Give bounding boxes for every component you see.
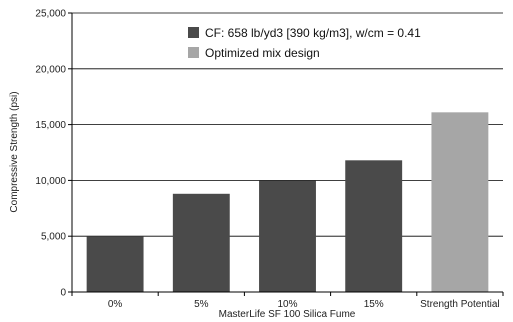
- legend: CF: 658 lb/yd3 [390 kg/m3], w/cm = 0.41 …: [188, 26, 421, 60]
- y-tick-label: 10,000: [35, 176, 66, 187]
- y-tick-label: 20,000: [35, 64, 66, 75]
- legend-label-cf: CF: 658 lb/yd3 [390 kg/m3], w/cm = 0.41: [205, 26, 421, 40]
- x-tick-label: Strength Potential: [420, 299, 500, 310]
- x-tick-label: 15%: [364, 299, 384, 310]
- bar: [172, 193, 230, 292]
- y-tick-labels: 0 5,000 10,000 15,000 20,000 25,000: [35, 9, 72, 299]
- legend-swatch-cf: [188, 27, 199, 38]
- bar: [259, 180, 316, 292]
- y-tick-label: 0: [60, 288, 66, 299]
- x-tick-label: 5%: [194, 299, 209, 310]
- y-tick-label: 5,000: [41, 232, 66, 243]
- x-tick-label: 10%: [277, 299, 297, 310]
- bar: [345, 160, 403, 292]
- legend-label-optimized: Optimized mix design: [205, 46, 320, 60]
- x-axis-title: MasterLife SF 100 Silica Fume: [219, 309, 356, 320]
- axes: [71, 13, 503, 293]
- gridlines: [72, 12, 503, 237]
- x-tick-label: 0%: [108, 299, 123, 310]
- x-tick-labels: 0% 5% 10% 15% Strength Potential: [71, 292, 504, 310]
- bars: [86, 112, 489, 292]
- y-tick-label: 25,000: [35, 9, 66, 20]
- y-axis-title: Compressive Strength (psi): [9, 91, 20, 212]
- bar: [431, 112, 489, 292]
- legend-swatch-optimized: [188, 47, 199, 58]
- y-tick-label: 15,000: [35, 120, 66, 131]
- bar: [86, 236, 144, 292]
